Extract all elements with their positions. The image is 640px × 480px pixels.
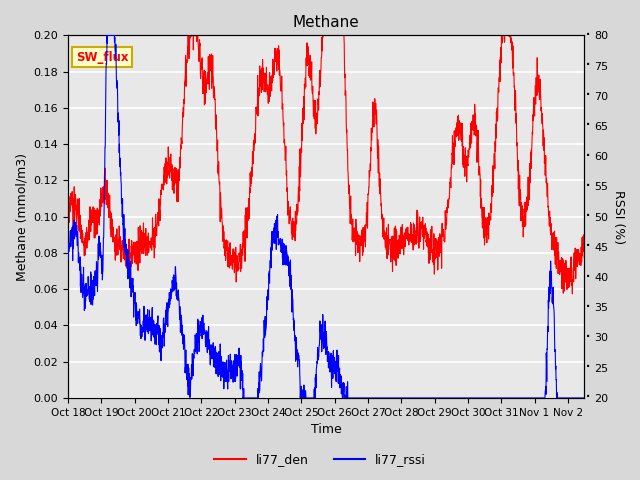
Text: ·: · [584, 267, 591, 287]
Text: ·: · [584, 207, 591, 226]
Text: ·: · [584, 56, 591, 75]
Text: ·: · [584, 147, 591, 166]
Y-axis label: Methane (mmol/m3): Methane (mmol/m3) [15, 153, 28, 281]
X-axis label: Time: Time [311, 423, 342, 436]
Text: ·: · [584, 26, 591, 45]
Text: ·: · [584, 237, 591, 256]
Text: ·: · [584, 298, 591, 317]
Text: ·: · [584, 328, 591, 347]
Y-axis label: RSSI (%): RSSI (%) [612, 190, 625, 244]
Text: ·: · [584, 388, 591, 408]
Legend: li77_den, li77_rssi: li77_den, li77_rssi [209, 448, 431, 471]
Text: ·: · [584, 358, 591, 377]
Title: Methane: Methane [293, 15, 360, 30]
Text: ·: · [584, 117, 591, 135]
Text: ·: · [584, 177, 591, 196]
Text: ·: · [584, 86, 591, 105]
Text: SW_flux: SW_flux [76, 51, 128, 64]
